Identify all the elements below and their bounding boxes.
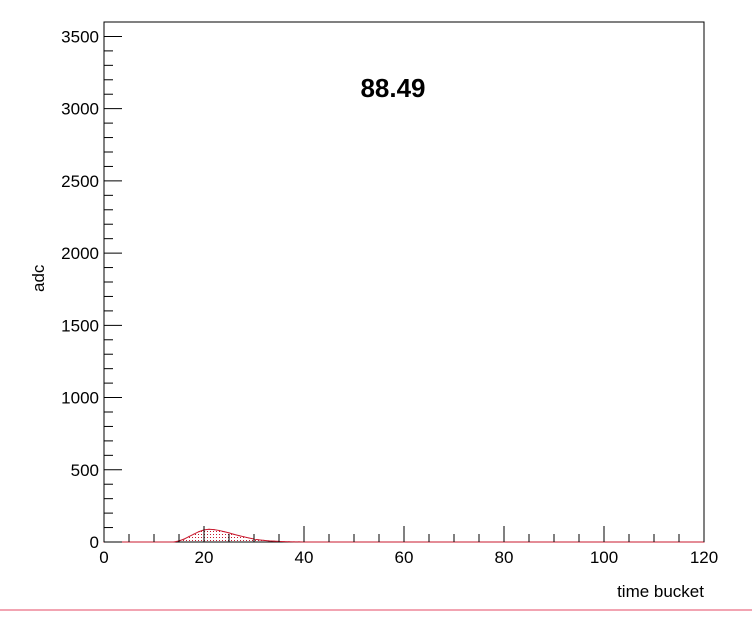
series-area-0 — [104, 529, 704, 542]
x-tick-label: 40 — [295, 548, 314, 567]
y-axis-title: adc — [29, 264, 48, 292]
x-axis-tick-labels: 0 20 40 60 80 100 120 — [99, 548, 718, 567]
annotation-value: 88.49 — [360, 73, 425, 103]
series-point — [173, 541, 175, 543]
series-point — [213, 528, 215, 531]
series-layer — [103, 528, 705, 543]
x-axis-ticks — [103, 526, 705, 542]
y-tick-label: 3500 — [61, 27, 99, 46]
x-tick-label: 0 — [99, 548, 108, 567]
y-axis-ticks — [104, 21, 122, 543]
series-point — [243, 536, 245, 538]
series-point — [298, 541, 300, 543]
y-axis-tick-labels: 0 500 1000 1500 2000 2500 3000 3500 — [61, 27, 99, 552]
series-point — [193, 533, 195, 535]
series-point — [293, 541, 295, 543]
y-tick-label: 3000 — [61, 100, 99, 119]
series-point — [228, 532, 230, 534]
series-point — [263, 539, 265, 542]
series-point — [183, 538, 185, 540]
y-tick-label: 1000 — [61, 389, 99, 408]
series-point — [273, 540, 275, 542]
x-tick-label: 80 — [495, 548, 514, 567]
series-point — [208, 528, 210, 530]
y-tick-label: 2500 — [61, 172, 99, 191]
series-point — [258, 539, 260, 541]
y-tick-label: 0 — [90, 533, 99, 552]
series-point — [233, 533, 235, 535]
series-point — [283, 540, 285, 543]
series-point — [188, 535, 190, 538]
plot-frame — [103, 21, 705, 543]
x-tick-label: 120 — [690, 548, 718, 567]
y-tick-label: 2000 — [61, 244, 99, 263]
y-tick-label: 500 — [71, 461, 99, 480]
x-tick-label: 100 — [590, 548, 618, 567]
y-tick-label: 1500 — [61, 316, 99, 335]
series-point — [268, 540, 270, 542]
x-axis-title: time bucket — [617, 582, 704, 601]
x-tick-label: 20 — [195, 548, 214, 567]
series-point — [198, 531, 200, 533]
x-tick-label: 60 — [395, 548, 414, 567]
series-point — [223, 531, 225, 533]
series-point — [218, 529, 220, 532]
series-point — [238, 535, 240, 537]
series-point — [288, 541, 290, 543]
series-point — [248, 537, 250, 539]
